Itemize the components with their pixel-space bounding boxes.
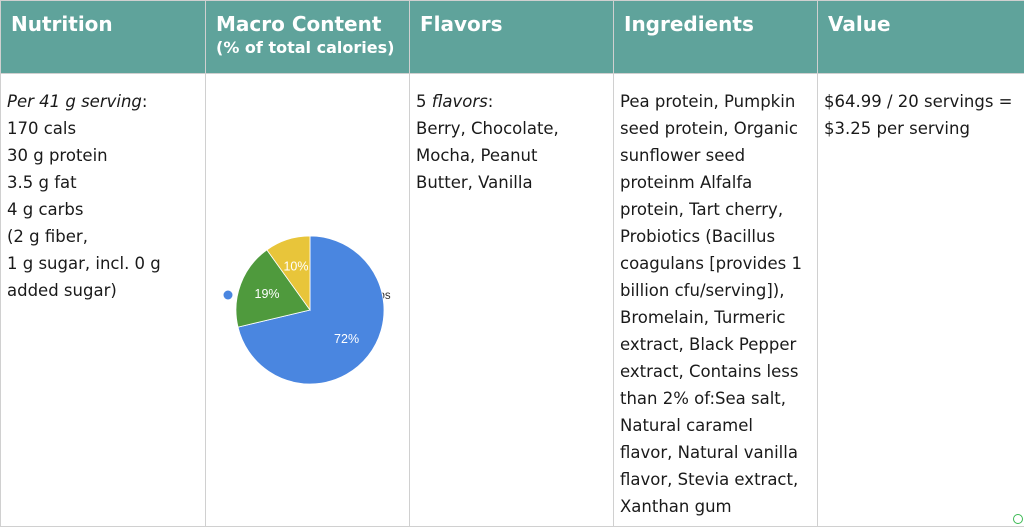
serving-suffix: : xyxy=(142,92,148,111)
value-cell: $64.99 / 20 servings = $3.25 per serving xyxy=(818,74,1024,527)
header-macro-content: Macro Content (% of total calories) xyxy=(206,1,410,74)
header-title: Value xyxy=(828,11,1024,37)
header-title: Nutrition xyxy=(11,11,205,37)
ingredients-line: than 2% of:Sea salt, xyxy=(620,385,817,412)
ingredients-line: Xanthan gum xyxy=(620,493,817,520)
cell-resize-handle[interactable] xyxy=(1013,514,1023,524)
ingredients-line: sunflower seed xyxy=(620,142,817,169)
header-title: Ingredients xyxy=(624,11,817,37)
header-nutrition: Nutrition xyxy=(1,1,206,74)
pie-data-label: 72% xyxy=(334,332,359,346)
pie-data-label: 10% xyxy=(283,259,308,273)
header-value: Value xyxy=(818,1,1024,74)
legend-swatch xyxy=(224,291,233,300)
ingredients-line: Bromelain, Turmeric xyxy=(620,304,817,331)
ingredients-line: protein, Tart cherry, xyxy=(620,196,817,223)
flavors-line: Butter, Vanilla xyxy=(416,169,613,196)
flavors-line: Mocha, Peanut xyxy=(416,142,613,169)
nutrition-line: 1 g sugar, incl. 0 g xyxy=(7,250,205,277)
nutrition-line: 30 g protein xyxy=(7,142,205,169)
table-row: Per 41 g serving: 170 cals 30 g protein … xyxy=(1,74,1024,527)
flavors-cell: 5 flavors: Berry, Chocolate, Mocha, Pean… xyxy=(410,74,614,527)
ingredients-line: extract, Contains less xyxy=(620,358,817,385)
header-ingredients: Ingredients xyxy=(614,1,818,74)
ingredients-line: Probiotics (Bacillus xyxy=(620,223,817,250)
header-row: Nutrition Macro Content (% of total calo… xyxy=(1,1,1024,74)
ingredients-line: proteinm Alfalfa xyxy=(620,169,817,196)
nutrition-cell: Per 41 g serving: 170 cals 30 g protein … xyxy=(1,74,206,527)
ingredients-line: Pea protein, Pumpkin xyxy=(620,88,817,115)
ingredients-line: seed protein, Organic xyxy=(620,115,817,142)
pie-data-label: 19% xyxy=(255,287,280,301)
nutrition-line: added sugar) xyxy=(7,277,205,304)
ingredients-line: extract, Black Pepper xyxy=(620,331,817,358)
flavors-count: 5 flavors: xyxy=(416,88,613,115)
value-line: $3.25 per serving xyxy=(824,115,1024,142)
ingredients-cell: Pea protein, Pumpkin seed protein, Organ… xyxy=(614,74,818,527)
macro-chart-cell: ProteinFatCarbs72%19%10% xyxy=(206,74,410,527)
nutrition-line: (2 g fiber, xyxy=(7,223,205,250)
flavors-count-word: flavors xyxy=(432,92,488,111)
flavors-line: Berry, Chocolate, xyxy=(416,115,613,142)
ingredients-line: flavor, Natural vanilla xyxy=(620,439,817,466)
nutrition-line: 170 cals xyxy=(7,115,205,142)
serving-line: Per 41 g serving: xyxy=(7,88,205,115)
header-title: Macro Content xyxy=(216,11,409,37)
header-title: Flavors xyxy=(420,11,613,37)
ingredients-line: billion cfu/serving]), xyxy=(620,277,817,304)
flavors-count-num: 5 xyxy=(416,92,427,111)
serving-label: Per 41 g serving xyxy=(7,92,142,111)
nutrition-line: 3.5 g fat xyxy=(7,169,205,196)
nutrition-line: 4 g carbs xyxy=(7,196,205,223)
value-line: $64.99 / 20 servings = xyxy=(824,88,1024,115)
header-subtitle: (% of total calories) xyxy=(216,37,409,59)
header-flavors: Flavors xyxy=(410,1,614,74)
ingredients-line: coagulans [provides 1 xyxy=(620,250,817,277)
flavors-suffix: : xyxy=(488,92,494,111)
macro-pie-chart: ProteinFatCarbs72%19%10% xyxy=(216,202,412,402)
ingredients-line: flavor, Stevia extract, xyxy=(620,466,817,493)
ingredients-line: Natural caramel xyxy=(620,412,817,439)
